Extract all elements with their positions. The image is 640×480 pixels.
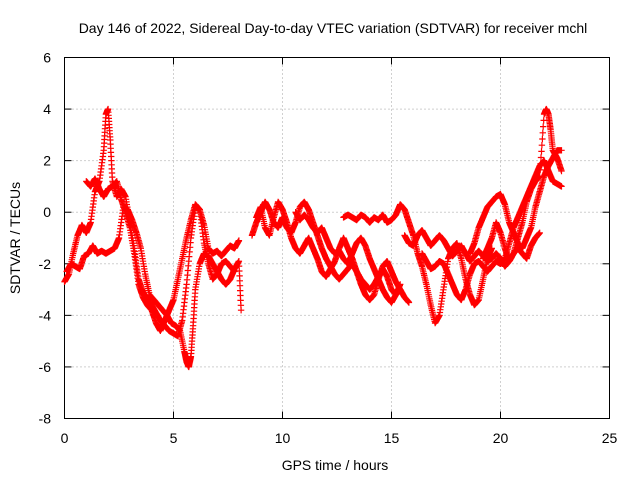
y-tick-label-2: -4 (39, 307, 52, 323)
y-tick-label-6: 4 (43, 101, 51, 117)
plot-frame (64, 57, 610, 419)
series-markers-1 (63, 203, 245, 371)
series-markers-5 (292, 209, 404, 306)
y-axis-label: SDTVAR / TECUs (7, 182, 23, 294)
series-markers-2 (83, 175, 238, 334)
x-tick-label-5: 25 (602, 430, 618, 446)
chart-title: Day 146 of 2022, Sidereal Day-to-day VTE… (79, 20, 588, 36)
series-sat-f (292, 209, 404, 306)
y-tick-labels: -8 -6 -4 -2 0 2 4 6 (39, 50, 52, 427)
y-tick-label-4: 0 (43, 204, 51, 220)
data-series (61, 105, 565, 371)
series-sat-b (63, 203, 245, 371)
series-sat-c (83, 175, 238, 334)
y-tick-label-7: 6 (43, 50, 51, 66)
y-tick-label-1: -6 (39, 359, 52, 375)
series-markers-10 (479, 105, 565, 265)
y-tick-label-5: 2 (43, 153, 51, 169)
x-tick-label-1: 5 (170, 430, 178, 446)
y-tick-label-3: -2 (39, 256, 52, 272)
x-tick-label-3: 15 (384, 430, 400, 446)
x-axis-label: GPS time / hours (282, 457, 389, 473)
series-sat-k (479, 105, 565, 265)
grid-lines (64, 57, 610, 419)
x-tick-label-4: 20 (493, 430, 509, 446)
x-tick-label-0: 0 (61, 430, 69, 446)
x-tick-label-2: 10 (275, 430, 291, 446)
series-markers-9 (466, 147, 565, 257)
y-tick-label-0: -8 (39, 411, 52, 427)
series-sat-j (466, 147, 565, 257)
x-tick-labels: 0 5 10 15 20 25 (61, 430, 618, 446)
